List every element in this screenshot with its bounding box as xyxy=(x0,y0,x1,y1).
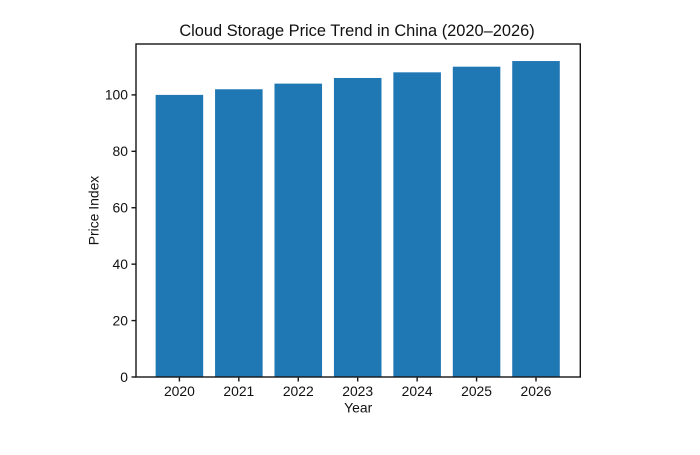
svg-text:2025: 2025 xyxy=(461,383,492,399)
svg-text:0: 0 xyxy=(120,369,128,385)
svg-text:2021: 2021 xyxy=(223,383,254,399)
svg-text:40: 40 xyxy=(113,256,129,272)
svg-text:2023: 2023 xyxy=(342,383,373,399)
svg-text:Price Index: Price Index xyxy=(85,176,101,246)
svg-text:2024: 2024 xyxy=(402,383,433,399)
svg-text:2022: 2022 xyxy=(283,383,314,399)
svg-text:60: 60 xyxy=(113,200,129,216)
svg-text:Year: Year xyxy=(344,400,372,416)
svg-text:20: 20 xyxy=(113,312,129,328)
svg-text:100: 100 xyxy=(105,87,128,103)
svg-text:Cloud Storage Price Trend in C: Cloud Storage Price Trend in China (2020… xyxy=(179,22,534,40)
svg-text:80: 80 xyxy=(113,143,129,159)
svg-text:2020: 2020 xyxy=(164,383,195,399)
svg-text:2026: 2026 xyxy=(521,383,552,399)
